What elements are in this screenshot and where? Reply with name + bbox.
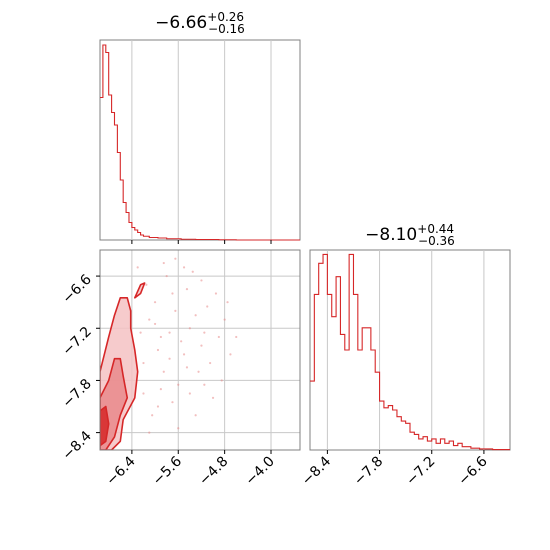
- joint-contour-panel: −6.4 −5.6 −4.8 −4.0 −6.6 −7.2 −7.8 −8.4: [59, 249, 301, 489]
- sample-point: [235, 335, 238, 339]
- sample-point: [180, 340, 183, 343]
- sample-point: [194, 414, 197, 417]
- sample-point: [174, 309, 177, 312]
- sample-point: [217, 335, 220, 339]
- sample-point: [162, 370, 165, 373]
- sample-point: [148, 318, 151, 321]
- sample-point: [200, 344, 203, 347]
- sample-point: [211, 396, 215, 399]
- sample-point: [197, 370, 200, 373]
- sample-point: [185, 366, 189, 369]
- x-tick-label: −6.4: [103, 453, 138, 488]
- sample-point: [159, 388, 162, 391]
- axes-frame: [99, 249, 301, 451]
- sample-point: [159, 335, 162, 339]
- y-tick-label: −6.6: [59, 272, 94, 307]
- sample-point: [226, 301, 229, 304]
- sample-point: [223, 318, 226, 321]
- sample-point: [142, 361, 145, 365]
- sample-point: [185, 288, 189, 291]
- sample-point: [171, 292, 174, 295]
- sample-point: [142, 392, 145, 395]
- x-tick-label: −5.6: [150, 453, 185, 488]
- sample-point: [136, 266, 139, 269]
- sample-point: [220, 379, 223, 382]
- sample-point: [168, 331, 171, 334]
- sample-point: [203, 383, 206, 386]
- sample-point: [229, 353, 232, 356]
- panel-title: −6.66+0.26 −0.16: [155, 10, 245, 36]
- axes-frame: [309, 249, 511, 451]
- sample-point: [153, 301, 157, 304]
- y-tick-label: −8.4: [59, 428, 94, 463]
- y-tick-label: −7.2: [59, 324, 94, 359]
- x-tick-label: −7.2: [403, 454, 438, 489]
- sample-point: [194, 314, 197, 317]
- sample-point: [156, 348, 160, 352]
- joint-plot-area: [100, 250, 300, 450]
- sample-point: [177, 383, 180, 386]
- sample-point: [188, 392, 191, 395]
- sample-point: [191, 270, 194, 273]
- sample-point: [177, 427, 180, 430]
- x-tick-label: −6.6: [455, 453, 490, 488]
- histogram-panel-param-2: −8.4 −7.8 −7.2 −6.6 −8.10+0.44 −0.36: [299, 222, 511, 489]
- contour-island: [133, 282, 146, 299]
- y-tick-label: −7.8: [59, 376, 94, 411]
- sample-point: [171, 401, 174, 404]
- sample-point: [153, 322, 157, 326]
- sample-point: [188, 327, 191, 330]
- sample-point: [151, 414, 154, 417]
- x-tick-label: −8.4: [299, 453, 334, 488]
- sample-point: [168, 357, 171, 360]
- panel-title: −8.10+0.44 −0.36: [365, 222, 455, 248]
- sample-point: [182, 353, 186, 356]
- sample-point: [165, 274, 168, 278]
- sample-point: [174, 257, 177, 260]
- x-tick-label: −4.8: [196, 454, 231, 489]
- sample-point: [182, 266, 186, 269]
- sample-point: [162, 261, 165, 265]
- sample-point: [145, 283, 148, 286]
- sample-point: [200, 279, 203, 282]
- axes-frame: [99, 39, 301, 241]
- sample-point: [214, 292, 218, 295]
- sample-point: [206, 305, 209, 308]
- sample-point: [139, 331, 142, 334]
- sample-point: [156, 405, 160, 408]
- histogram-step-line: [310, 253, 510, 451]
- sample-point: [209, 361, 212, 365]
- sample-point: [148, 431, 151, 434]
- histogram-step-line: [100, 44, 300, 241]
- x-tick-label: −4.0: [242, 454, 277, 489]
- sample-point: [203, 331, 206, 334]
- contour-inner: [100, 405, 110, 447]
- x-tick-label: −7.8: [351, 454, 386, 489]
- histogram-panel-param-1: −6.66+0.26 −0.16: [99, 10, 301, 244]
